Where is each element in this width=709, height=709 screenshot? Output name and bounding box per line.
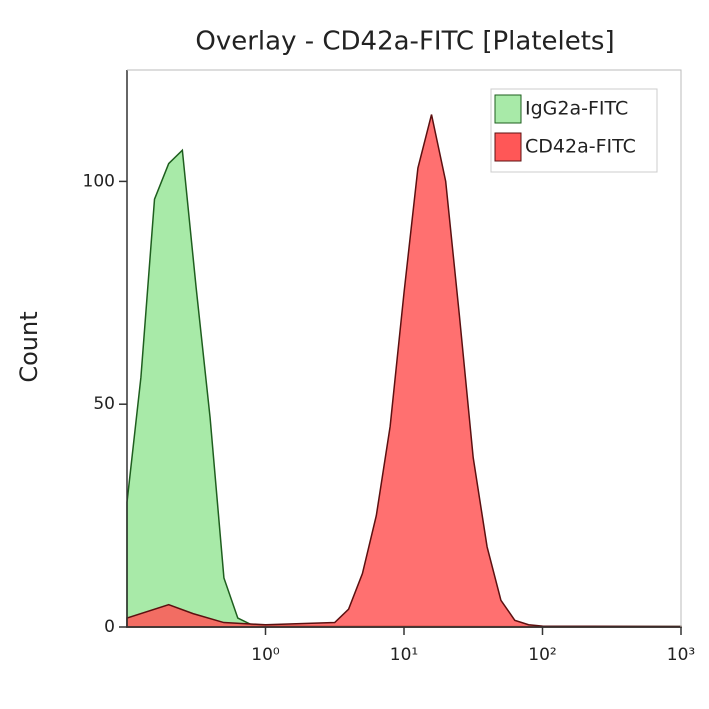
chart-title: Overlay - CD42a-FITC [Platelets]	[195, 27, 614, 57]
x-tick-label: 10⁰	[251, 645, 280, 665]
legend-label: CD42a-FITC	[525, 136, 636, 158]
legend-swatch	[494, 94, 522, 124]
frame	[127, 69, 682, 627]
x-tick-label: 10¹	[390, 645, 418, 665]
histogram-area	[126, 114, 682, 628]
legend-label: IgG2a-FITC	[525, 98, 628, 120]
legend-swatch	[494, 132, 522, 162]
y-axis-label: Count	[15, 311, 43, 382]
x-tick-label: 10³	[667, 645, 695, 665]
y-tick-label: 0	[104, 617, 115, 637]
y-tick-label: 50	[93, 394, 115, 414]
y-tick-label: 100	[83, 171, 115, 191]
x-tick-label: 10²	[528, 645, 556, 665]
